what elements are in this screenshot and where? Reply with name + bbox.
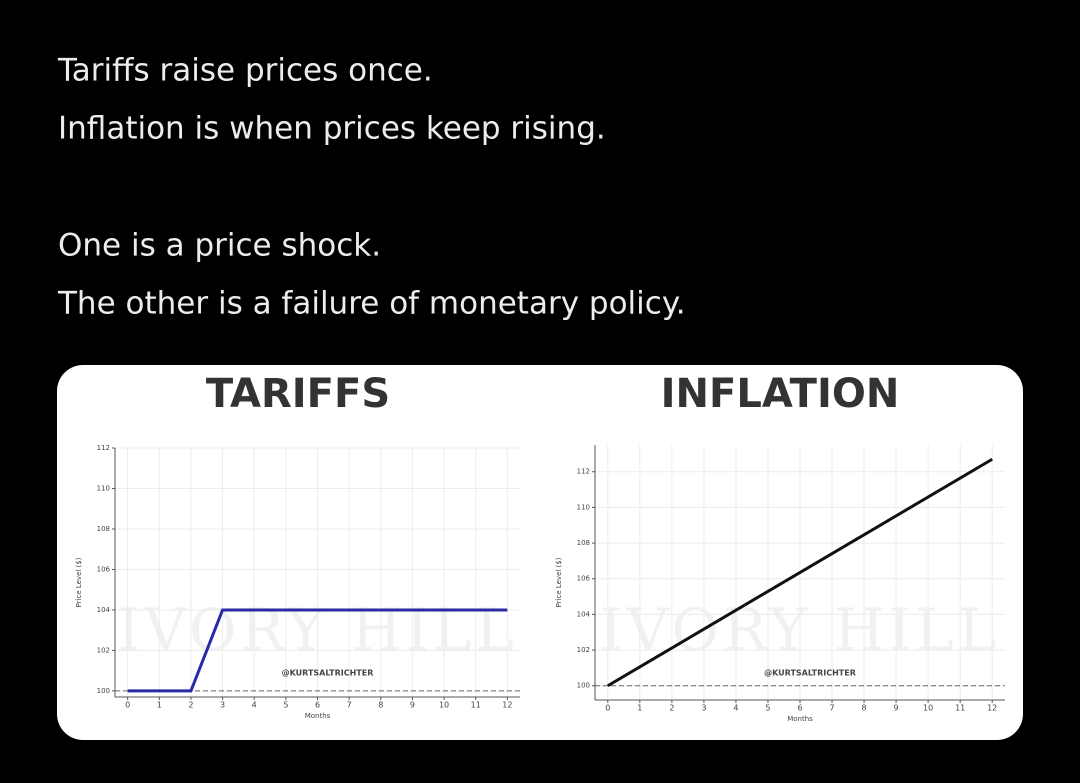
x-tick-label: 1 <box>637 704 642 713</box>
y-tick-label: 102 <box>577 646 590 654</box>
y-tick-label: 110 <box>577 503 590 511</box>
y-tick-label: 110 <box>97 484 110 492</box>
background-text: IVORY HILL <box>117 596 517 664</box>
chart-title: TARIFFS <box>206 371 390 417</box>
watermark: @KURTSALTRICHTER <box>764 669 856 678</box>
y-tick-label: 102 <box>97 646 110 654</box>
x-tick-label: 3 <box>701 704 706 713</box>
y-tick-label: 112 <box>97 444 110 452</box>
x-tick-label: 4 <box>252 701 257 710</box>
data-line <box>127 608 508 693</box>
post-line: Inflation is when prices keep rising. <box>58 111 606 147</box>
x-tick-label: 11 <box>955 704 965 713</box>
x-tick-label: 6 <box>315 701 320 710</box>
image-card <box>57 365 1023 740</box>
y-axis-label: Price Level ($) <box>75 557 83 607</box>
x-tick-label: 5 <box>283 701 288 710</box>
post-text: Tariffs raise prices once. Inflation is … <box>57 53 686 322</box>
x-axis-label: Months <box>305 712 331 720</box>
post-line: The other is a failure of monetary polic… <box>57 286 686 322</box>
x-tick-label: 7 <box>347 701 352 710</box>
y-tick-label: 108 <box>97 525 110 533</box>
x-axis-label: Months <box>787 715 813 723</box>
y-tick-label: 104 <box>577 610 591 618</box>
x-tick-label: 9 <box>894 704 899 713</box>
y-tick-label: 100 <box>97 687 110 695</box>
y-axis-label: Price Level ($) <box>555 557 563 607</box>
x-tick-label: 10 <box>439 701 449 710</box>
y-tick-label: 104 <box>97 606 111 614</box>
x-tick-label: 2 <box>669 704 674 713</box>
x-tick-label: 4 <box>733 704 738 713</box>
x-tick-label: 0 <box>605 704 610 713</box>
y-tick-label: 100 <box>577 682 590 690</box>
watermark: @KURTSALTRICHTER <box>282 669 374 678</box>
x-tick-label: 0 <box>125 701 130 710</box>
x-tick-label: 8 <box>378 701 383 710</box>
x-tick-label: 8 <box>862 704 867 713</box>
x-tick-label: 6 <box>797 704 802 713</box>
x-tick-label: 12 <box>502 701 512 710</box>
y-tick-label: 106 <box>577 575 591 583</box>
x-tick-label: 1 <box>157 701 162 710</box>
post-line: Tariffs raise prices once. <box>57 53 433 89</box>
x-tick-label: 7 <box>829 704 834 713</box>
chart-title: INFLATION <box>661 371 900 417</box>
x-tick-label: 3 <box>220 701 225 710</box>
x-tick-label: 5 <box>765 704 770 713</box>
data-line <box>607 457 993 688</box>
y-tick-label: 106 <box>97 565 111 573</box>
x-tick-label: 10 <box>923 704 933 713</box>
y-tick-label: 108 <box>577 539 590 547</box>
x-tick-label: 12 <box>987 704 997 713</box>
x-tick-label: 9 <box>410 701 415 710</box>
x-tick-label: 2 <box>188 701 193 710</box>
post-line: One is a price shock. <box>58 228 381 264</box>
y-tick-label: 112 <box>577 468 590 476</box>
x-tick-label: 11 <box>471 701 481 710</box>
